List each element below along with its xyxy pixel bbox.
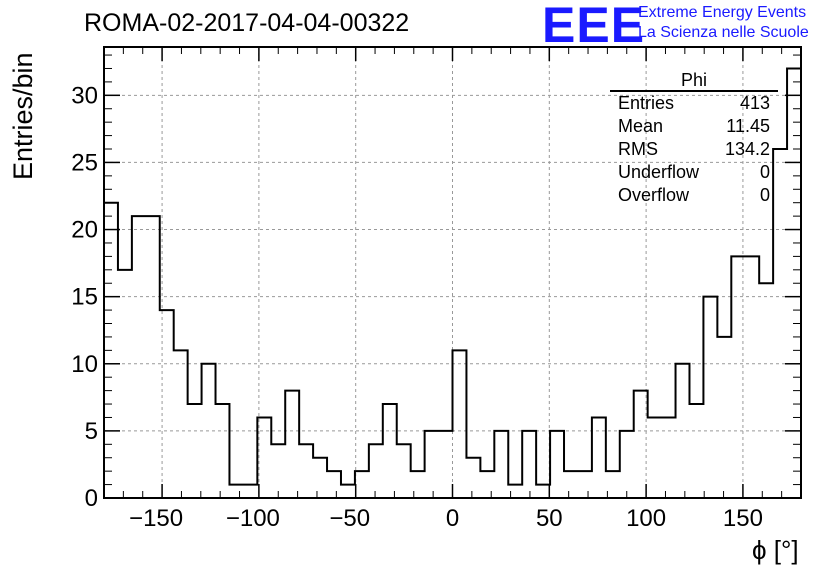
x-tick-label: 100: [626, 505, 666, 532]
stats-label: Overflow: [618, 185, 690, 205]
x-axis-label: ϕ [°]: [752, 535, 799, 565]
y-tick-label: 5: [85, 418, 98, 445]
y-tick-label: 30: [71, 82, 98, 109]
histogram-bin: [118, 270, 132, 498]
x-tick-label: −50: [329, 505, 370, 532]
histogram-bin: [466, 458, 480, 498]
histogram-bin: [299, 444, 313, 498]
x-tick-label: 150: [723, 505, 763, 532]
histogram-bin: [383, 404, 397, 498]
logo-line-2: La Scienza nelle Scuole: [638, 24, 809, 41]
logo-line-1: Extreme Energy Events: [638, 4, 807, 21]
x-tick-label: −150: [129, 505, 183, 532]
x-tick-label: −100: [226, 505, 280, 532]
histogram-bin: [425, 431, 439, 498]
x-tick-label: 50: [536, 505, 563, 532]
histogram-bin: [689, 404, 703, 498]
y-axis-label: Entries/bin: [8, 52, 38, 180]
y-tick-label: 15: [71, 284, 98, 311]
histogram-bin: [717, 337, 731, 498]
stats-value: 0: [759, 185, 770, 205]
histogram-bin: [703, 297, 717, 498]
stats-box-title: Phi: [610, 70, 778, 92]
y-tick-label: 0: [85, 485, 98, 512]
y-tick-label: 20: [71, 217, 98, 244]
histogram-bin: [313, 458, 327, 498]
stats-value: 0: [759, 162, 770, 182]
histogram-bin: [494, 431, 508, 498]
histogram-bin: [132, 216, 146, 498]
histogram-bin: [188, 404, 202, 498]
histogram-bin: [285, 391, 299, 498]
histogram-bin: [271, 444, 285, 498]
histogram-bin: [397, 444, 411, 498]
stats-label: Underflow: [618, 162, 700, 182]
eee-logo: EEE: [542, 0, 646, 53]
histogram-bin: [341, 485, 355, 498]
histogram-bin: [174, 350, 188, 498]
stats-value: 413: [739, 93, 770, 113]
histogram-bin: [369, 444, 383, 498]
histogram-bin: [411, 471, 425, 498]
histogram-bin: [439, 431, 453, 498]
stats-label: RMS: [618, 139, 658, 159]
stats-value: 11.45: [726, 116, 770, 136]
stats-box: Phi Entries 413 Mean 11.45 RMS 134.2 Und…: [610, 70, 778, 207]
histogram-bin: [229, 485, 243, 498]
histogram-bin: [522, 431, 536, 498]
histogram-bin: [745, 256, 759, 498]
stats-label: Entries: [618, 93, 675, 113]
stats-row-rms: RMS 134.2: [610, 138, 778, 161]
stats-value: 134.2: [724, 139, 770, 159]
histogram-bin: [243, 485, 257, 498]
histogram-bin: [355, 471, 369, 498]
chart-title: ROMA-02-2017-04-04-00322: [84, 9, 410, 37]
histogram-bin: [648, 417, 662, 498]
histogram-bin: [327, 471, 341, 498]
stats-row-underflow: Underflow 0: [610, 161, 778, 184]
histogram-step-line: [104, 67, 801, 486]
x-tick-label: 0: [446, 505, 459, 532]
histogram-bin: [620, 431, 634, 498]
stats-row-mean: Mean 11.45: [610, 115, 778, 138]
stats-row-overflow: Overflow 0: [610, 184, 778, 207]
histogram-bin: [634, 391, 648, 498]
histogram-bin: [453, 350, 467, 498]
histogram-bin: [564, 471, 578, 498]
y-tick-label: 10: [71, 351, 98, 378]
histogram-bin: [480, 471, 494, 498]
histogram-bin: [146, 216, 160, 498]
y-tick-label: 25: [71, 149, 98, 176]
histogram-bin: [662, 417, 676, 498]
histogram-bin: [216, 404, 230, 498]
stats-row-entries: Entries 413: [610, 92, 778, 115]
stats-label: Mean: [618, 116, 664, 136]
histogram-bin: [606, 471, 620, 498]
histogram-bin: [578, 471, 592, 498]
histogram-bin: [759, 283, 773, 498]
histogram-bin: [536, 485, 550, 498]
histogram-bin: [592, 417, 606, 498]
histogram-bin: [550, 431, 564, 498]
